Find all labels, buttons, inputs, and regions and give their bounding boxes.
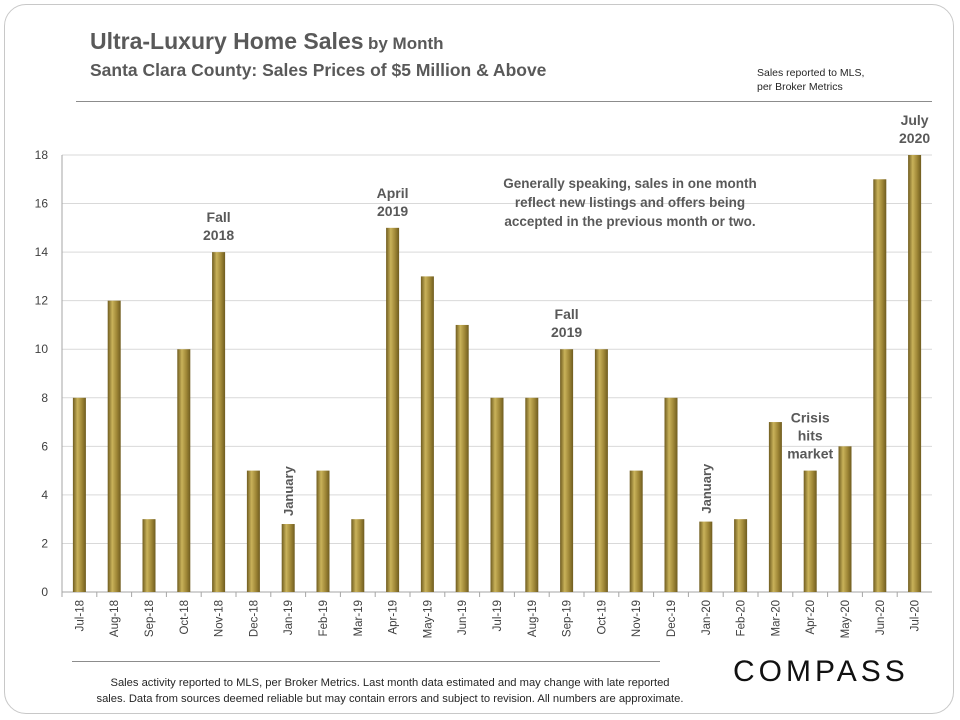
source-note-line-1: Sales reported to MLS, — [757, 67, 865, 79]
callout-text: reflect new listings and offers being — [515, 195, 745, 210]
bar-annotation: 2019 — [377, 203, 408, 219]
header-divider — [76, 101, 932, 102]
x-tick-label: May-20 — [840, 600, 852, 638]
bar — [177, 349, 191, 592]
y-tick-label: 8 — [41, 391, 48, 405]
bar — [525, 397, 539, 592]
bar — [560, 349, 574, 592]
bar — [768, 422, 782, 592]
source-note-line-2: per Broker Metrics — [757, 81, 843, 93]
bar — [316, 470, 330, 592]
bar — [908, 155, 922, 592]
x-tick-label: Dec-19 — [666, 600, 678, 637]
bar — [420, 276, 434, 592]
bar — [629, 470, 643, 592]
slide-frame — [4, 4, 954, 714]
x-tick-label: Oct-18 — [179, 600, 191, 635]
bar — [873, 179, 887, 592]
bar — [664, 397, 678, 592]
y-tick-label: 12 — [35, 294, 49, 308]
x-tick-label: May-19 — [422, 600, 434, 638]
bar-annotation: market — [787, 446, 833, 462]
bar — [72, 397, 86, 592]
source-note: Sales reported to MLS, per Broker Metric… — [757, 66, 917, 94]
bar — [594, 349, 608, 592]
x-tick-label: Aug-19 — [527, 600, 539, 637]
x-tick-label: Mar-19 — [353, 600, 365, 636]
chart-subtitle: Santa Clara County: Sales Prices of $5 M… — [90, 60, 547, 80]
y-tick-label: 0 — [41, 585, 48, 599]
x-tick-label: Nov-18 — [214, 600, 226, 637]
x-tick-label: Jan-20 — [701, 600, 713, 635]
compass-logo: COMPASS — [733, 655, 909, 688]
bar-annotation: Crisis — [791, 410, 830, 426]
bar-annotation: July — [901, 112, 929, 128]
bar — [212, 252, 226, 592]
bar-annotation: 2020 — [899, 130, 930, 146]
y-tick-label: 14 — [35, 245, 49, 259]
y-tick-label: 6 — [41, 439, 48, 453]
x-tick-label: Nov-19 — [631, 600, 643, 637]
bar — [699, 521, 713, 592]
bar — [490, 397, 504, 592]
x-tick-label: Sep-19 — [562, 600, 574, 637]
x-tick-label: Jul-19 — [492, 600, 504, 631]
x-tick-label: Sep-18 — [144, 600, 156, 637]
bar — [734, 519, 748, 592]
x-tick-label: Jul-18 — [74, 600, 86, 631]
y-tick-label: 2 — [41, 536, 48, 550]
bar — [142, 519, 156, 592]
bar-annotation: January — [699, 463, 714, 514]
x-tick-label: Jul-20 — [910, 600, 922, 631]
footnote-line-2: sales. Data from sources deemed reliable… — [96, 693, 684, 705]
x-tick-label: Jun-20 — [875, 600, 887, 635]
bar — [351, 519, 365, 592]
chart-title-main: Ultra-Luxury Home Sales — [90, 28, 364, 54]
x-tick-label: Mar-20 — [770, 600, 782, 636]
x-tick-label: Aug-18 — [109, 600, 121, 637]
bar — [455, 324, 469, 592]
bar — [386, 227, 400, 593]
x-tick-label: Dec-18 — [248, 600, 260, 637]
bar — [246, 470, 260, 592]
bar — [838, 446, 852, 592]
bar — [107, 300, 121, 592]
footer-divider — [72, 661, 660, 662]
x-tick-label: Apr-19 — [388, 600, 400, 635]
bar-annotation: January — [281, 465, 296, 516]
y-tick-label: 4 — [41, 488, 48, 502]
x-tick-label: Feb-19 — [318, 600, 330, 636]
bar-annotation: April — [377, 185, 409, 201]
bar — [281, 524, 295, 592]
x-tick-label: Jan-19 — [283, 600, 295, 635]
callout-text: Generally speaking, sales in one month — [503, 176, 757, 191]
x-tick-label: Oct-19 — [596, 600, 608, 635]
bar-annotation: hits — [798, 428, 823, 444]
y-tick-label: 18 — [35, 148, 49, 162]
footnote: Sales activity reported to MLS, per Brok… — [60, 675, 720, 707]
chart-title: Ultra-Luxury Home Sales by Month — [90, 28, 444, 55]
footnote-line-1: Sales activity reported to MLS, per Brok… — [110, 677, 670, 689]
bar — [803, 470, 817, 592]
x-tick-label: Jun-19 — [457, 600, 469, 635]
y-tick-label: 16 — [35, 197, 49, 211]
bar-annotation: 2018 — [203, 227, 234, 243]
x-tick-label: Apr-20 — [805, 600, 817, 635]
bar-annotation: Fall — [555, 306, 579, 322]
bar-annotation: Fall — [207, 209, 231, 225]
x-tick-label: Feb-20 — [736, 600, 748, 636]
y-tick-label: 10 — [35, 342, 49, 356]
bar-annotation: 2019 — [551, 324, 582, 340]
callout-text: accepted in the previous month or two. — [504, 214, 755, 229]
chart-title-suffix: by Month — [367, 34, 444, 53]
